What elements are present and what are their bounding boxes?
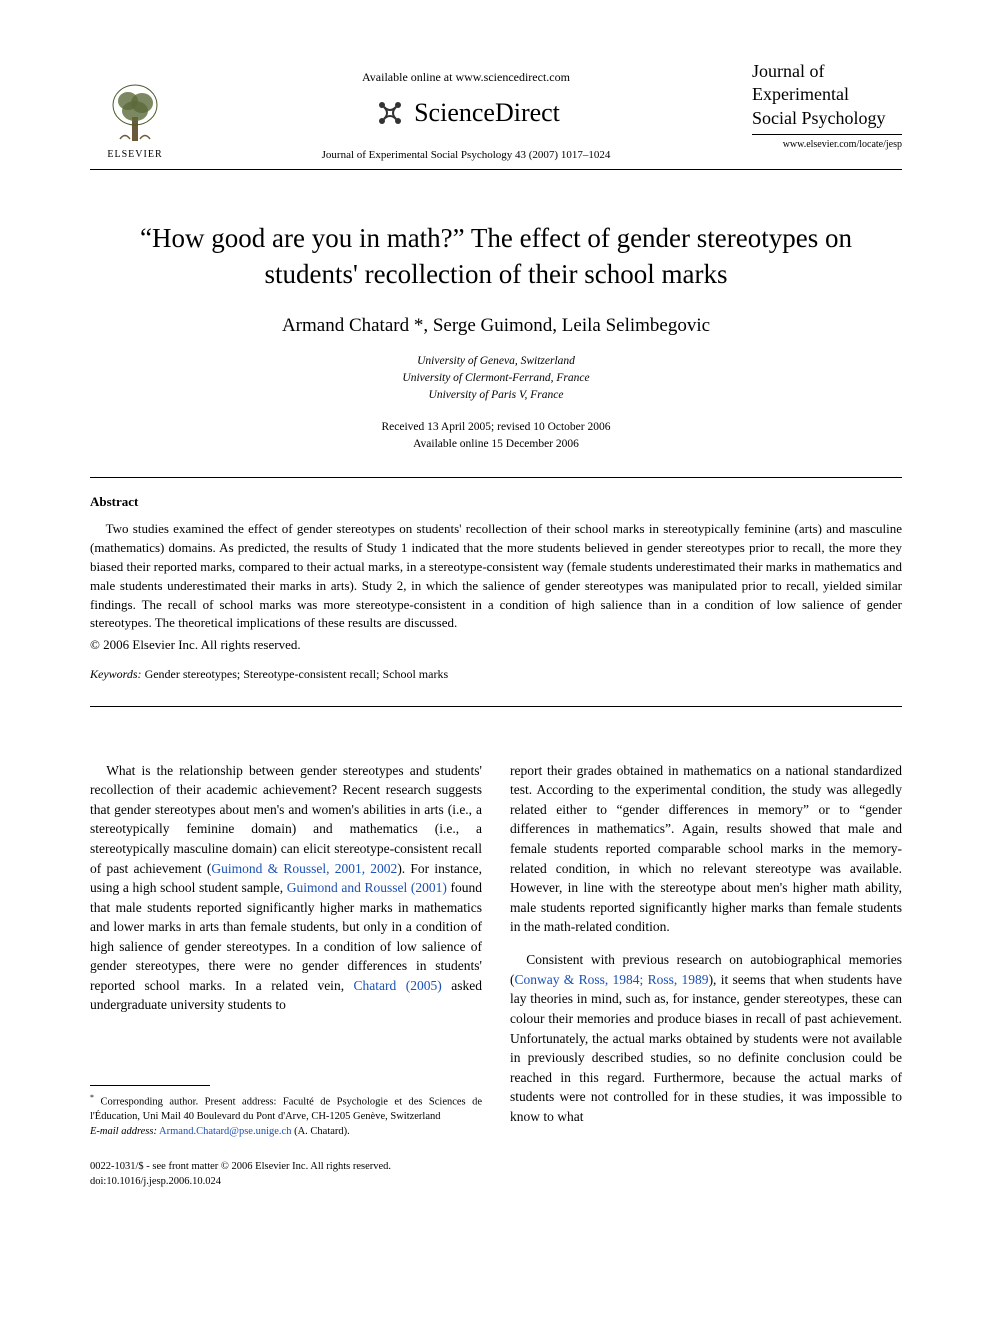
left-column: What is the relationship between gender … [90, 747, 482, 1140]
header-rule [90, 169, 902, 170]
paper-title: “How good are you in math?” The effect o… [120, 220, 872, 293]
footnote-email-line: E-mail address: Armand.Chatard@pse.unige… [90, 1125, 482, 1140]
center-header: Available online at www.sciencedirect.co… [180, 60, 752, 161]
bottom-info: 0022-1031/$ - see front matter © 2006 El… [90, 1160, 902, 1189]
page-container: ELSEVIER Available online at www.science… [0, 0, 992, 1229]
date-online: Available online 15 December 2006 [90, 436, 902, 453]
journal-reference: Journal of Experimental Social Psycholog… [180, 149, 752, 161]
affiliation-2: University of Clermont-Ferrand, France [90, 370, 902, 387]
footnote-email-link[interactable]: Armand.Chatard@pse.unige.ch [159, 1126, 291, 1137]
keywords-text: Gender stereotypes; Stereotype-consisten… [145, 667, 449, 681]
locate-url[interactable]: www.elsevier.com/locate/jesp [752, 139, 902, 150]
sciencedirect-icon [372, 95, 408, 131]
elsevier-logo: ELSEVIER [90, 60, 180, 160]
affiliation-3: University of Paris V, France [90, 387, 902, 404]
abstract-copyright: © 2006 Elsevier Inc. All rights reserved… [90, 637, 902, 653]
authors: Armand Chatard *, Serge Guimond, Leila S… [90, 315, 902, 337]
footnote-separator [90, 1085, 210, 1086]
footnote-corresponding: * Corresponding author. Present address:… [90, 1092, 482, 1125]
body-text-3b: ), it seems that when students have lay … [510, 972, 902, 1124]
journal-title-box: Journal of Experimental Social Psycholog… [752, 60, 902, 130]
citation-guimond-roussel-2001[interactable]: Guimond and Roussel (2001) [287, 880, 447, 895]
sciencedirect-text: ScienceDirect [414, 98, 560, 128]
citation-guimond-2001-2002[interactable]: Guimond & Roussel, 2001, 2002 [211, 861, 397, 876]
footnote-corresponding-text: Corresponding author. Present address: F… [90, 1097, 482, 1123]
citation-conway-ross[interactable]: Conway & Ross, 1984; Ross, 1989 [515, 972, 709, 987]
abstract-section: Abstract Two studies examined the effect… [90, 494, 902, 682]
body-text-1a: What is the relationship between gender … [90, 763, 482, 876]
citation-chatard-2005[interactable]: Chatard (2005) [354, 978, 442, 993]
body-para-2: report their grades obtained in mathemat… [510, 761, 902, 937]
header-row: ELSEVIER Available online at www.science… [90, 60, 902, 161]
body-text-1c: found that male students reported signif… [90, 880, 482, 993]
journal-title-container: Journal of Experimental Social Psycholog… [752, 60, 902, 150]
keywords-label: Keywords: [90, 667, 142, 681]
footnote-block: * Corresponding author. Present address:… [90, 1092, 482, 1140]
keywords: Keywords: Gender stereotypes; Stereotype… [90, 667, 902, 682]
doi-line: doi:10.1016/j.jesp.2006.10.024 [90, 1175, 902, 1190]
title-block: “How good are you in math?” The effect o… [90, 220, 902, 453]
dates: Received 13 April 2005; revised 10 Octob… [90, 419, 902, 454]
journal-title-l3: Social Psychology [752, 107, 902, 130]
abstract-top-rule [90, 477, 902, 478]
abstract-heading: Abstract [90, 494, 902, 510]
footnote-email-label: E-mail address: [90, 1126, 157, 1137]
elsevier-tree-icon [100, 77, 170, 147]
abstract-bottom-rule [90, 706, 902, 707]
date-received: Received 13 April 2005; revised 10 Octob… [90, 419, 902, 436]
elsevier-brand-text: ELSEVIER [107, 149, 162, 160]
sciencedirect-logo: ScienceDirect [372, 95, 560, 131]
issn-line: 0022-1031/$ - see front matter © 2006 El… [90, 1160, 902, 1175]
body-para-1: What is the relationship between gender … [90, 761, 482, 1015]
journal-title-rule [752, 134, 902, 135]
affiliations: University of Geneva, Switzerland Univer… [90, 353, 902, 405]
right-column: report their grades obtained in mathemat… [510, 747, 902, 1140]
body-para-3: Consistent with previous research on aut… [510, 950, 902, 1126]
journal-title-l2: Experimental [752, 83, 902, 106]
footnote-star-icon: * [90, 1093, 94, 1102]
body-columns: What is the relationship between gender … [90, 747, 902, 1140]
footnote-email-suffix: (A. Chatard). [294, 1126, 350, 1137]
affiliation-1: University of Geneva, Switzerland [90, 353, 902, 370]
abstract-text: Two studies examined the effect of gende… [90, 520, 902, 633]
available-online-text: Available online at www.sciencedirect.co… [180, 70, 752, 85]
journal-title-l1: Journal of [752, 60, 902, 83]
